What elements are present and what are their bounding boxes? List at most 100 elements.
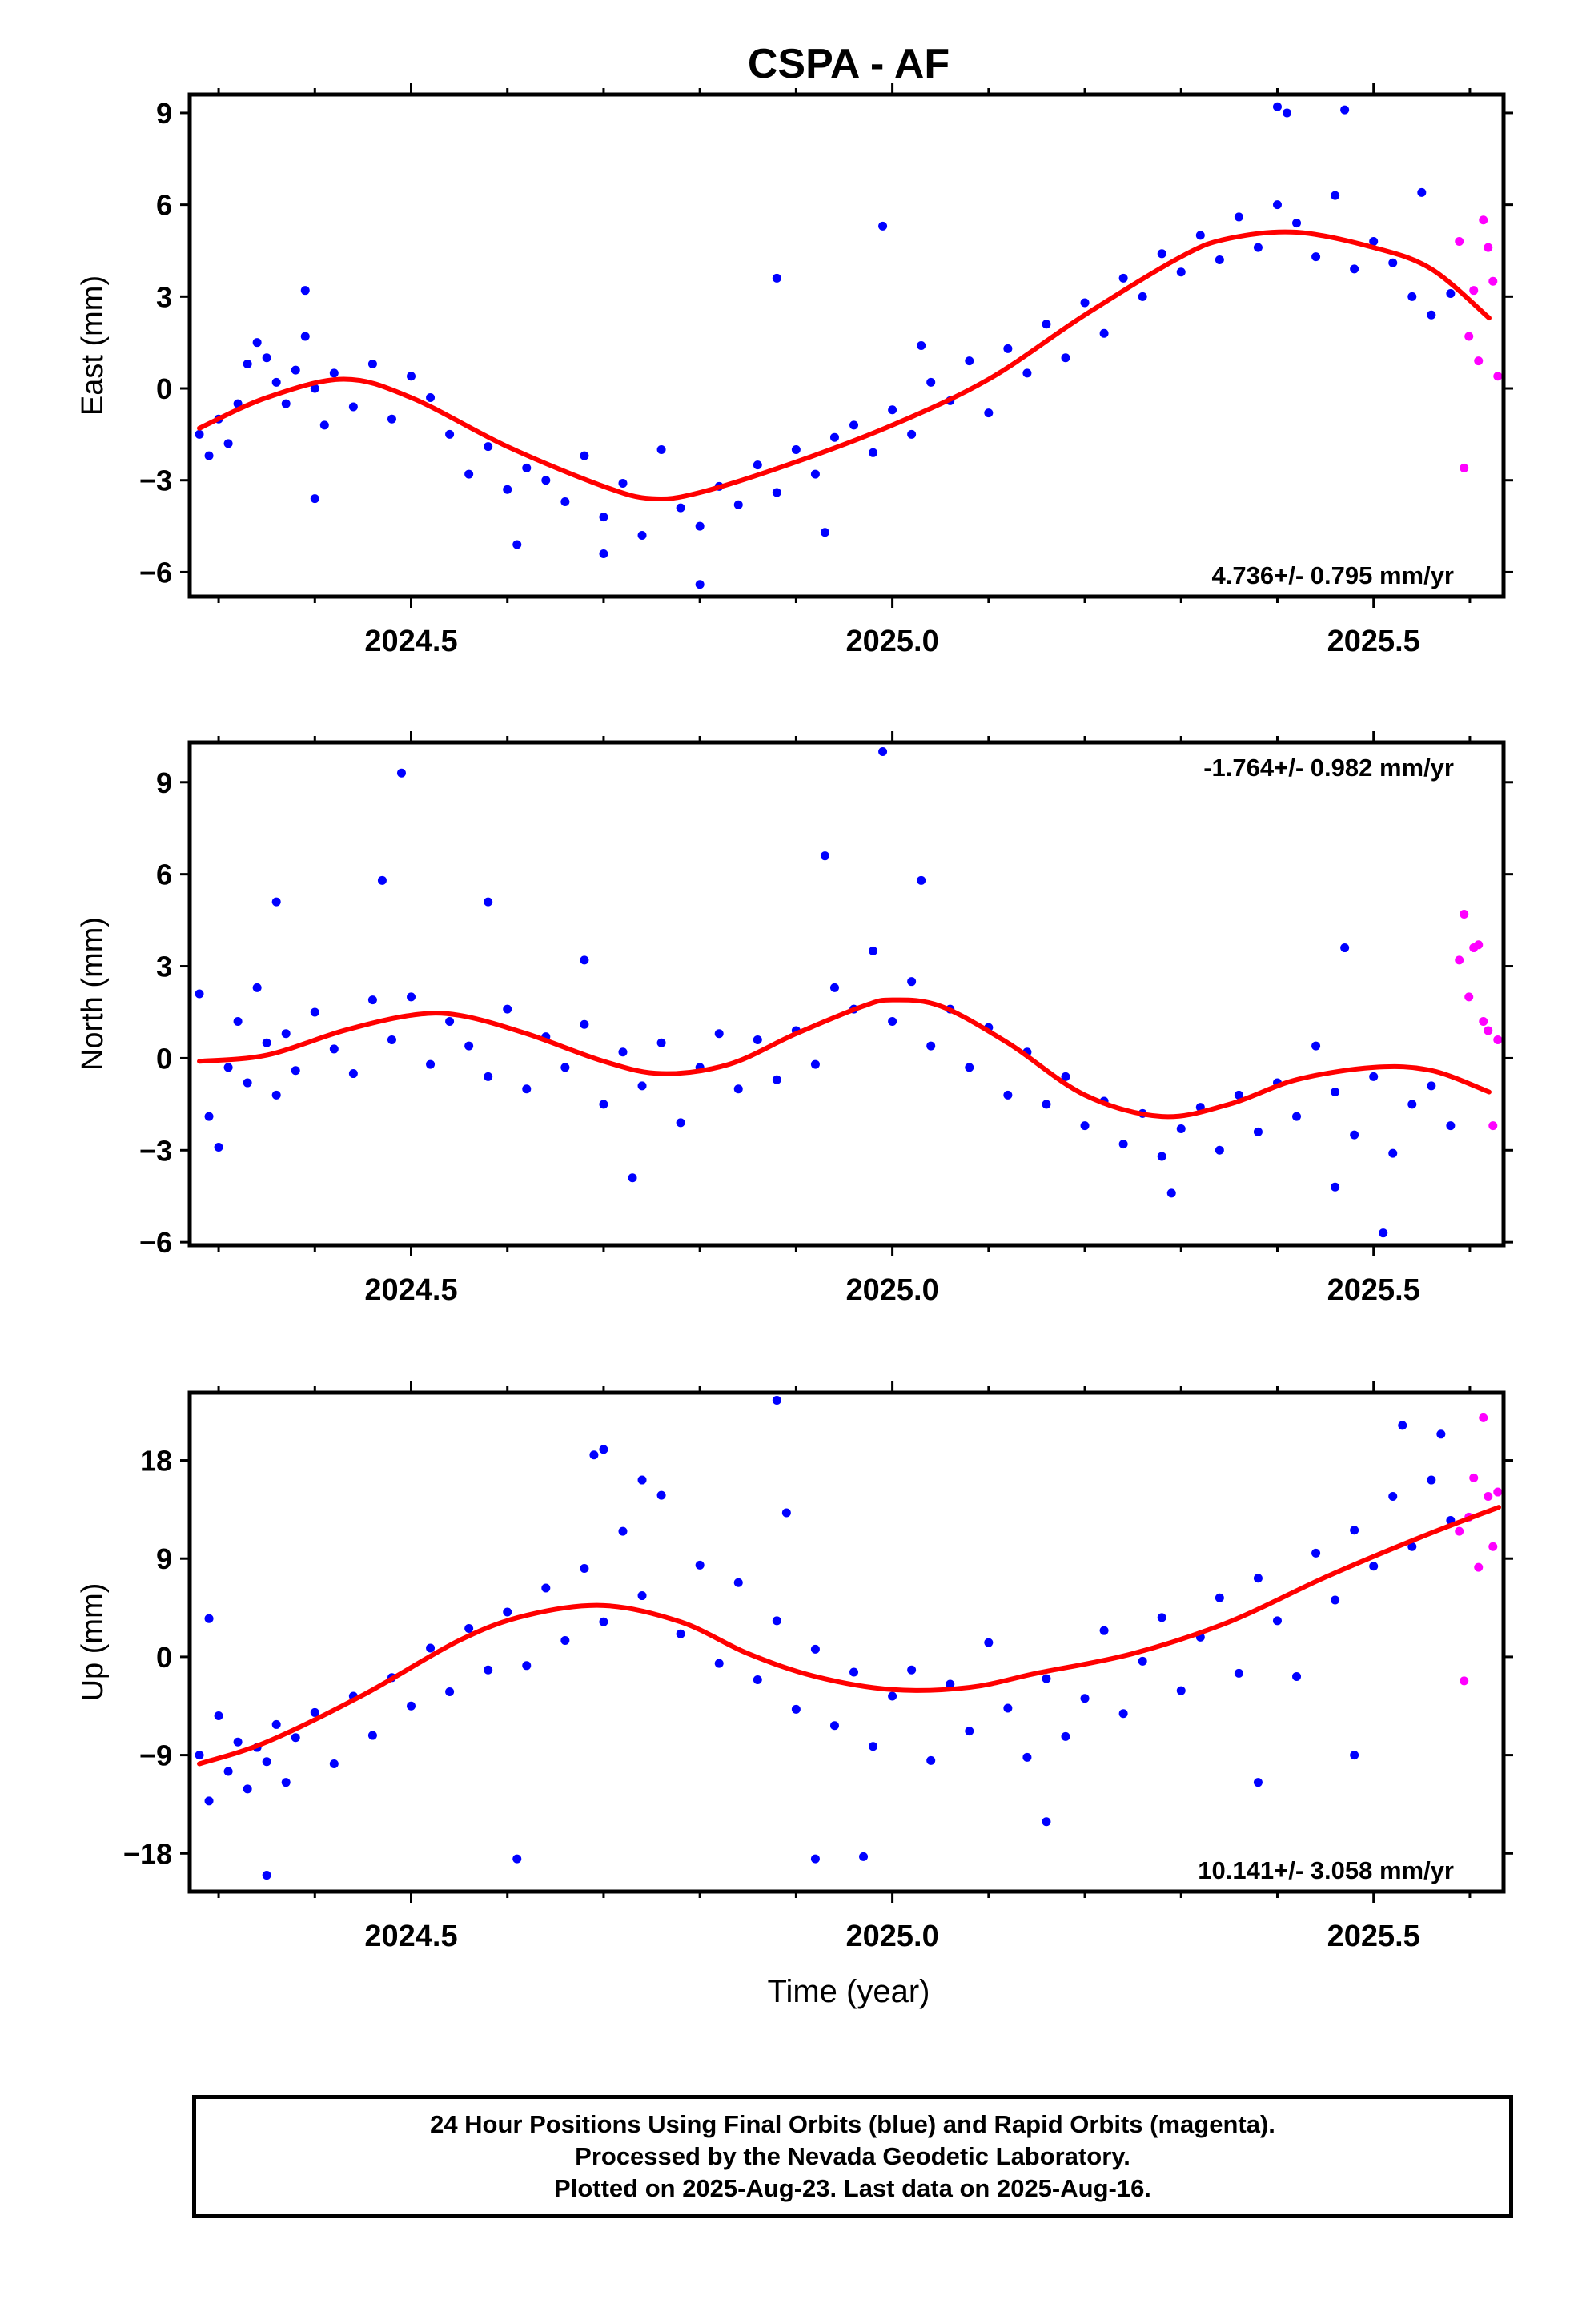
final-orbit-point bbox=[195, 1751, 204, 1760]
final-orbit-point bbox=[387, 1035, 396, 1044]
y-tick-label: 0 bbox=[156, 1641, 172, 1674]
final-orbit-point bbox=[733, 1578, 743, 1587]
final-orbit-point bbox=[1042, 1817, 1051, 1827]
x-tick-label: 2025.5 bbox=[1327, 1273, 1420, 1307]
y-tick-label: −9 bbox=[139, 1739, 172, 1772]
final-orbit-point bbox=[291, 1733, 300, 1743]
final-orbit-point bbox=[522, 463, 532, 472]
y-tick-label: −18 bbox=[123, 1837, 172, 1870]
final-orbit-point bbox=[695, 1560, 705, 1570]
final-orbit-point bbox=[1118, 1709, 1128, 1719]
final-orbit-point bbox=[377, 875, 387, 885]
x-tick-label: 2025.0 bbox=[845, 625, 938, 658]
rapid-orbit-point bbox=[1479, 215, 1488, 225]
final-orbit-point bbox=[753, 1675, 762, 1685]
final-orbit-point bbox=[464, 1623, 474, 1633]
final-orbit-point bbox=[878, 746, 888, 756]
final-orbit-point bbox=[445, 1687, 455, 1697]
final-orbit-point bbox=[1253, 1574, 1263, 1583]
final-orbit-point bbox=[907, 1665, 917, 1675]
rapid-orbit-point bbox=[1484, 1492, 1493, 1502]
final-orbit-point bbox=[1061, 353, 1070, 363]
model-curve bbox=[197, 1505, 1501, 1767]
final-orbit-point bbox=[223, 439, 233, 448]
final-orbit-point bbox=[829, 983, 839, 992]
final-orbit-point bbox=[1176, 1686, 1186, 1695]
final-orbit-point bbox=[243, 1078, 252, 1088]
final-orbit-point bbox=[1215, 255, 1224, 264]
x-tick-label: 2024.5 bbox=[364, 625, 457, 658]
final-orbit-point bbox=[541, 1583, 551, 1593]
final-orbit-point bbox=[1003, 1703, 1013, 1713]
final-orbit-point bbox=[1369, 1072, 1379, 1081]
final-orbit-point bbox=[1331, 191, 1340, 200]
final-orbit-point bbox=[1331, 1595, 1340, 1605]
rapid-orbit-point bbox=[1460, 463, 1469, 472]
final-orbit-point bbox=[396, 768, 406, 778]
final-orbit-point bbox=[810, 1059, 820, 1069]
final-orbit-point bbox=[1292, 1112, 1302, 1121]
x-tick-label: 2025.5 bbox=[1327, 1920, 1420, 1953]
final-orbit-point bbox=[1331, 1088, 1340, 1097]
final-orbit-point bbox=[753, 460, 762, 470]
final-orbit-point bbox=[223, 1063, 233, 1072]
final-orbit-point bbox=[262, 1871, 271, 1880]
final-orbit-point bbox=[367, 1731, 377, 1740]
rapid-orbit-point bbox=[1474, 356, 1484, 366]
final-orbit-point bbox=[946, 1679, 955, 1689]
final-orbit-point bbox=[484, 1665, 493, 1675]
final-orbit-point bbox=[1003, 1090, 1013, 1100]
final-orbit-point bbox=[223, 1767, 233, 1776]
final-orbit-point bbox=[319, 420, 329, 430]
final-orbit-point bbox=[291, 365, 300, 375]
final-orbit-point bbox=[781, 1508, 791, 1518]
final-orbit-point bbox=[281, 1029, 291, 1039]
final-orbit-point bbox=[1118, 1140, 1128, 1149]
final-orbit-point bbox=[300, 286, 310, 296]
final-orbit-point bbox=[262, 1038, 271, 1047]
final-orbit-point bbox=[271, 1719, 281, 1729]
final-orbit-point bbox=[599, 1445, 608, 1454]
final-orbit-point bbox=[888, 1016, 897, 1026]
plot-frame bbox=[187, 740, 1506, 1248]
rapid-orbit-point bbox=[1488, 1542, 1498, 1551]
final-orbit-point bbox=[1427, 1475, 1436, 1485]
final-orbit-point bbox=[503, 485, 512, 494]
final-orbit-point bbox=[580, 955, 589, 965]
rapid-orbit-point bbox=[1479, 1413, 1488, 1422]
y-tick-label: 9 bbox=[156, 1542, 172, 1575]
final-orbit-point bbox=[849, 1667, 859, 1677]
final-orbit-point bbox=[1388, 258, 1398, 267]
final-orbit-point bbox=[1427, 1081, 1436, 1091]
final-orbit-point bbox=[1042, 320, 1051, 329]
final-orbit-point bbox=[310, 384, 319, 393]
final-orbit-point bbox=[1388, 1492, 1398, 1502]
final-orbit-point bbox=[484, 442, 493, 452]
final-orbit-point bbox=[926, 377, 936, 387]
final-orbit-point bbox=[445, 429, 455, 439]
final-orbit-point bbox=[329, 1759, 339, 1769]
final-orbit-point bbox=[772, 1075, 781, 1084]
final-orbit-point bbox=[329, 1044, 339, 1054]
final-orbit-point bbox=[618, 479, 628, 489]
final-orbit-point bbox=[599, 1617, 608, 1626]
final-orbit-point bbox=[733, 500, 743, 509]
final-orbit-point bbox=[1350, 1130, 1359, 1140]
final-orbit-point bbox=[676, 1118, 685, 1128]
final-orbit-point bbox=[1407, 1542, 1417, 1551]
final-orbit-point bbox=[1215, 1593, 1224, 1602]
rate-label: 10.141+/- 3.058 mm/yr bbox=[1198, 1856, 1454, 1884]
final-orbit-point bbox=[869, 946, 878, 955]
final-orbit-point bbox=[926, 1041, 936, 1051]
final-orbit-point bbox=[560, 1635, 570, 1645]
final-orbit-point bbox=[262, 1757, 271, 1767]
final-orbit-point bbox=[300, 332, 310, 341]
final-orbit-point bbox=[695, 521, 705, 531]
final-orbit-point bbox=[503, 1607, 512, 1617]
final-orbit-point bbox=[1407, 1100, 1417, 1109]
final-orbit-point bbox=[810, 469, 820, 479]
final-orbit-point bbox=[849, 420, 859, 430]
final-orbit-point bbox=[589, 1450, 599, 1460]
final-orbit-point bbox=[204, 1796, 214, 1806]
final-orbit-point bbox=[560, 497, 570, 506]
